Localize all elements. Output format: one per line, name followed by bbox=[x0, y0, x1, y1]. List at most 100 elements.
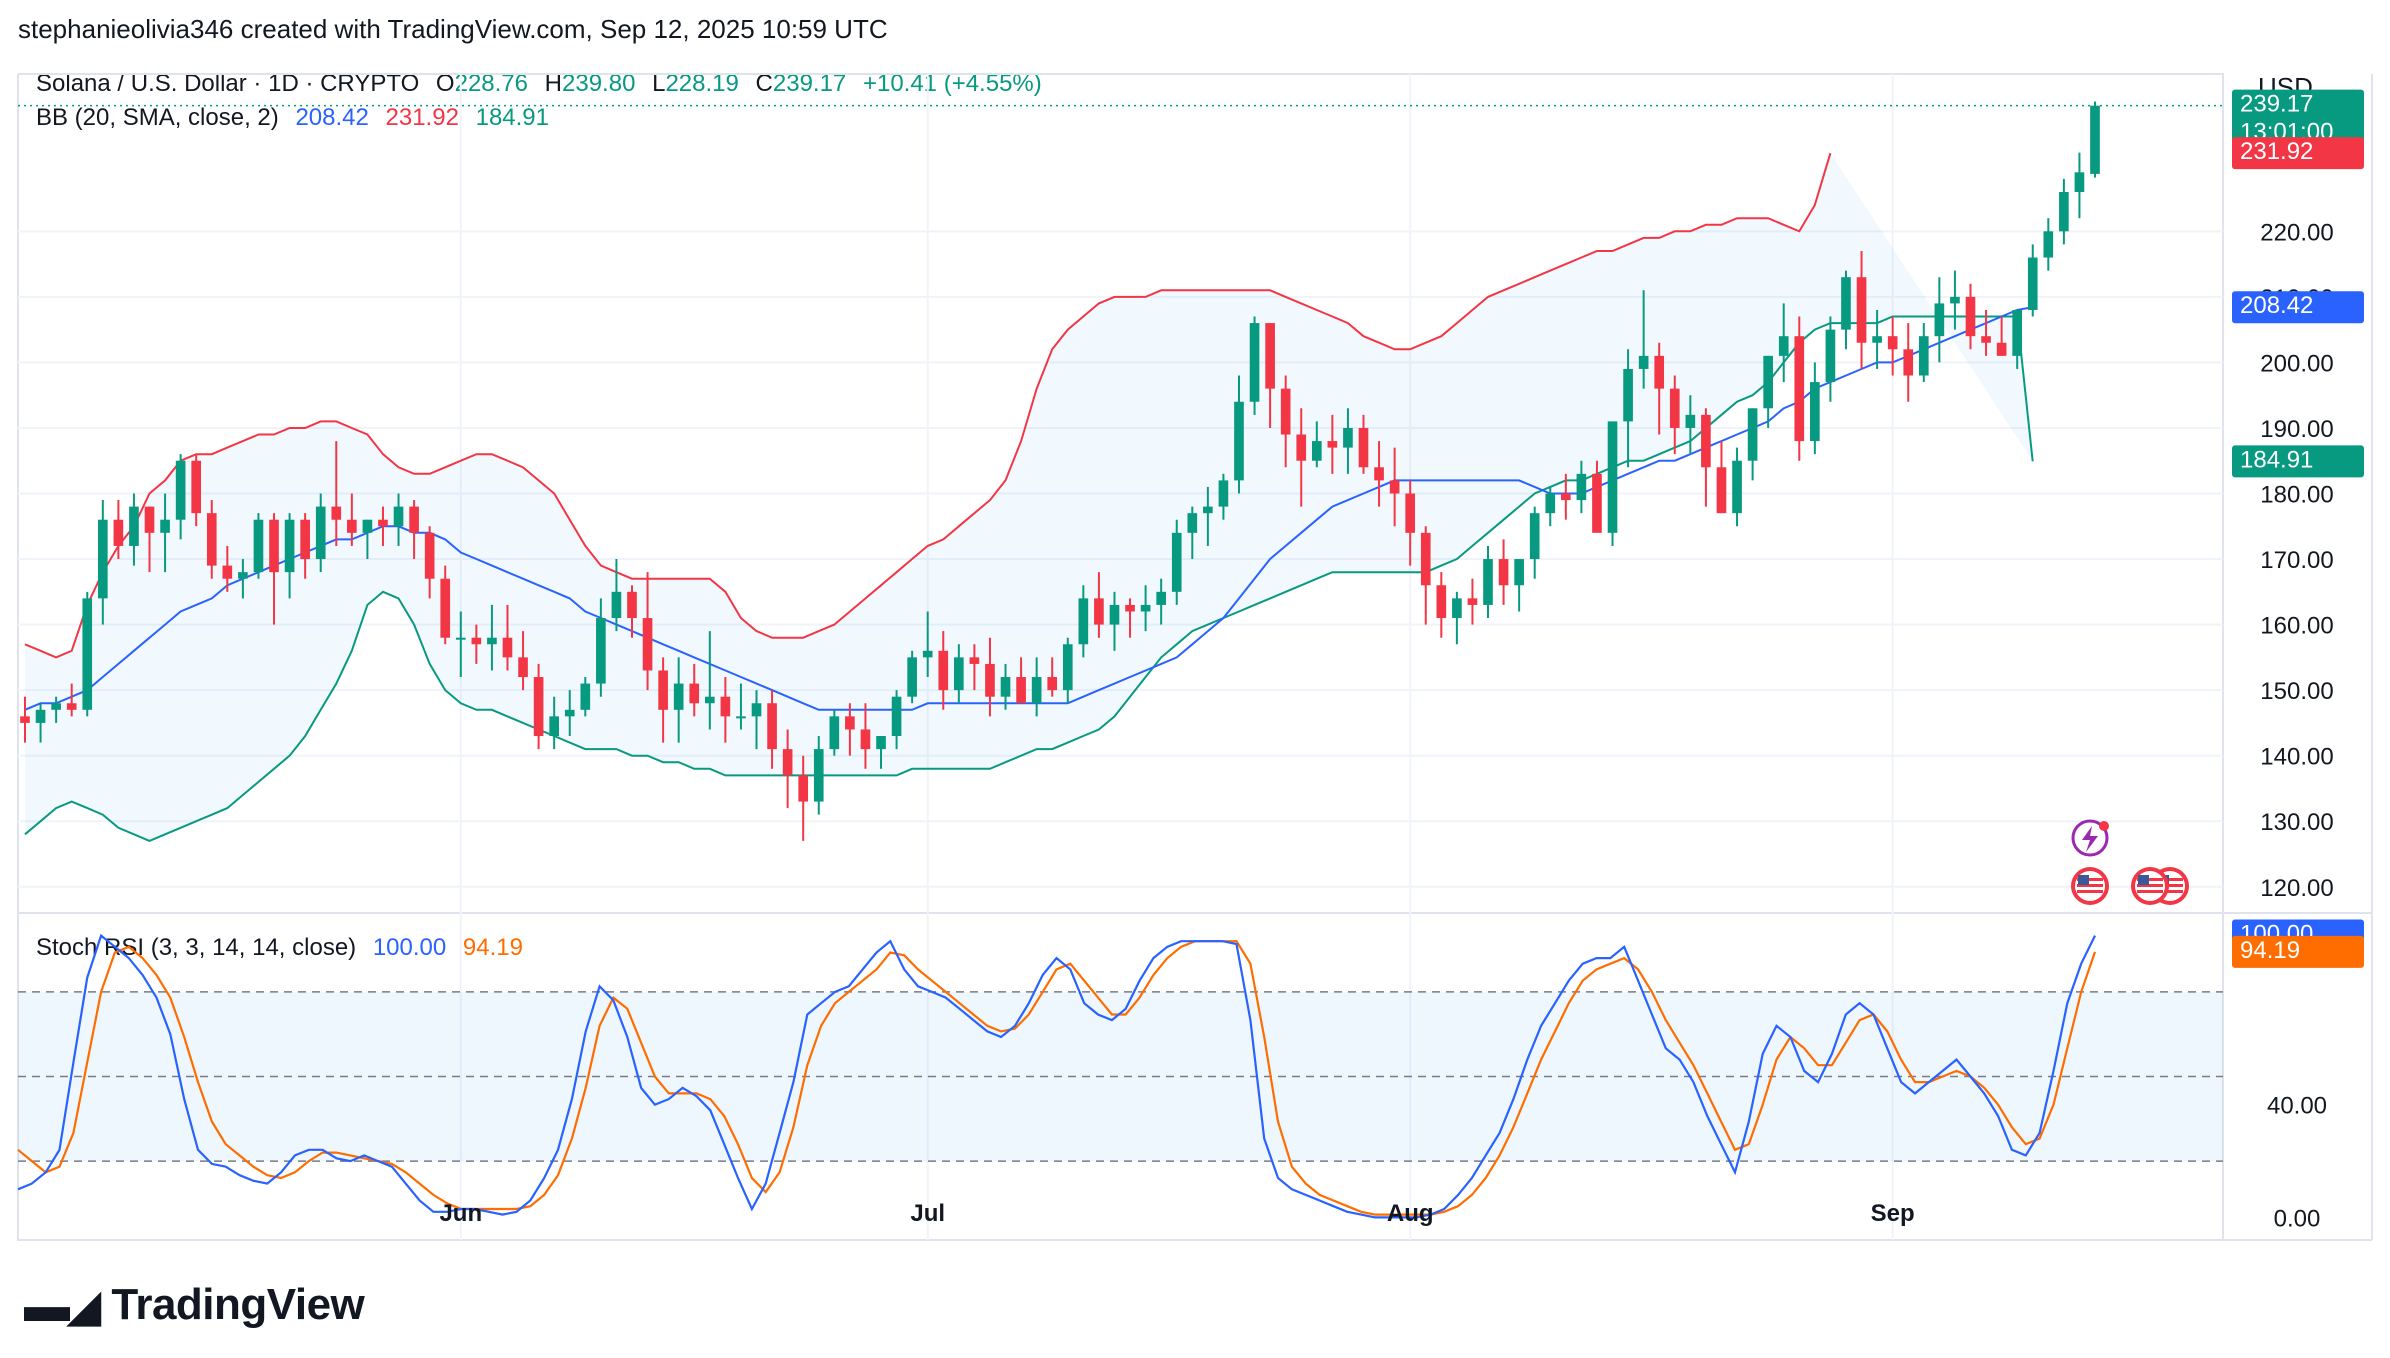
candle[interactable] bbox=[1950, 270, 1960, 330]
candle[interactable] bbox=[1498, 539, 1509, 605]
candle[interactable] bbox=[1265, 323, 1275, 428]
candle[interactable] bbox=[1763, 355, 1773, 428]
candle[interactable] bbox=[533, 663, 544, 750]
candle[interactable] bbox=[969, 644, 980, 691]
candle[interactable] bbox=[1794, 316, 1805, 461]
candle[interactable] bbox=[284, 513, 295, 599]
candle[interactable] bbox=[1171, 519, 1182, 605]
candle[interactable] bbox=[1981, 309, 1991, 356]
candle[interactable] bbox=[938, 631, 949, 710]
candle[interactable] bbox=[1545, 486, 1556, 527]
candle[interactable] bbox=[751, 690, 762, 750]
candle[interactable] bbox=[487, 604, 497, 671]
candle[interactable] bbox=[798, 755, 809, 841]
candle[interactable] bbox=[1918, 323, 1929, 383]
candle[interactable] bbox=[1483, 545, 1493, 619]
candle[interactable] bbox=[51, 696, 61, 723]
candle[interactable] bbox=[35, 703, 46, 743]
candle[interactable] bbox=[1529, 506, 1540, 579]
candle[interactable] bbox=[238, 559, 248, 599]
candle[interactable] bbox=[20, 696, 30, 743]
candle[interactable] bbox=[1747, 408, 1758, 481]
candle[interactable] bbox=[362, 519, 373, 560]
candle[interactable] bbox=[393, 493, 404, 546]
candle[interactable] bbox=[1716, 441, 1727, 514]
candle[interactable] bbox=[1187, 506, 1198, 560]
candle[interactable] bbox=[954, 644, 964, 704]
candle[interactable] bbox=[97, 500, 108, 625]
candle[interactable] bbox=[1810, 362, 1820, 455]
candle[interactable] bbox=[269, 513, 279, 625]
candle[interactable] bbox=[129, 493, 139, 566]
candle[interactable] bbox=[1062, 637, 1073, 704]
candle[interactable] bbox=[1203, 486, 1213, 546]
candle[interactable] bbox=[596, 598, 606, 697]
candle[interactable] bbox=[253, 513, 264, 579]
candle[interactable] bbox=[627, 585, 637, 638]
candle[interactable] bbox=[175, 454, 186, 540]
candle[interactable] bbox=[813, 736, 824, 815]
candle[interactable] bbox=[767, 690, 777, 769]
candle[interactable] bbox=[518, 631, 528, 691]
candle[interactable] bbox=[1638, 290, 1649, 389]
candle[interactable] bbox=[860, 703, 871, 769]
candle[interactable] bbox=[1701, 408, 1711, 507]
candle[interactable] bbox=[66, 683, 77, 717]
candle[interactable] bbox=[1125, 598, 1135, 638]
candle[interactable] bbox=[1607, 421, 1618, 546]
candle[interactable] bbox=[1000, 663, 1011, 710]
candle[interactable] bbox=[331, 441, 342, 546]
candle[interactable] bbox=[1140, 585, 1151, 632]
candle[interactable] bbox=[1872, 309, 1882, 369]
candle[interactable] bbox=[720, 677, 731, 743]
candle[interactable] bbox=[1327, 414, 1338, 474]
candle[interactable] bbox=[113, 500, 124, 560]
candle[interactable] bbox=[1343, 408, 1353, 474]
candle[interactable] bbox=[1109, 591, 1120, 651]
candle[interactable] bbox=[1887, 316, 1898, 376]
candle[interactable] bbox=[1374, 441, 1384, 507]
candle[interactable] bbox=[673, 657, 684, 743]
candle[interactable] bbox=[1561, 473, 1571, 520]
us-flag-event-icon-3[interactable] bbox=[2131, 867, 2169, 905]
candle[interactable] bbox=[1669, 375, 1680, 455]
candle[interactable] bbox=[564, 690, 575, 737]
us-flag-event-icon[interactable] bbox=[2071, 867, 2109, 905]
candle[interactable] bbox=[2090, 101, 2100, 178]
candle[interactable] bbox=[1452, 591, 1462, 645]
candle[interactable] bbox=[1249, 316, 1260, 415]
candle[interactable] bbox=[160, 493, 170, 573]
candle[interactable] bbox=[1078, 585, 1089, 658]
candle[interactable] bbox=[1592, 460, 1602, 533]
candle[interactable] bbox=[1623, 349, 1633, 468]
candle[interactable] bbox=[1156, 578, 1166, 625]
candle[interactable] bbox=[876, 736, 886, 769]
candle[interactable] bbox=[1047, 657, 1058, 697]
candle[interactable] bbox=[1016, 657, 1026, 704]
candle[interactable] bbox=[424, 526, 435, 599]
candle[interactable] bbox=[1514, 559, 1524, 612]
candle[interactable] bbox=[985, 637, 995, 717]
candle[interactable] bbox=[1094, 572, 1104, 638]
candle[interactable] bbox=[1841, 270, 1851, 350]
candle[interactable] bbox=[2059, 178, 2069, 245]
candle[interactable] bbox=[347, 493, 357, 546]
candle[interactable] bbox=[2012, 309, 2023, 369]
candle[interactable] bbox=[549, 696, 559, 750]
candle[interactable] bbox=[1685, 395, 1696, 455]
candle[interactable] bbox=[409, 500, 419, 560]
candle[interactable] bbox=[1576, 460, 1587, 514]
candle[interactable] bbox=[658, 657, 668, 743]
candle[interactable] bbox=[736, 683, 746, 730]
candle[interactable] bbox=[704, 631, 715, 730]
candle[interactable] bbox=[782, 729, 793, 809]
candle[interactable] bbox=[1389, 447, 1400, 527]
candle[interactable] bbox=[2074, 152, 2085, 219]
candle[interactable] bbox=[82, 591, 93, 717]
candle[interactable] bbox=[206, 500, 217, 579]
candle[interactable] bbox=[1996, 316, 2007, 356]
candle[interactable] bbox=[1732, 447, 1742, 527]
candle[interactable] bbox=[2043, 218, 2054, 271]
event-markers[interactable] bbox=[2071, 819, 2189, 905]
